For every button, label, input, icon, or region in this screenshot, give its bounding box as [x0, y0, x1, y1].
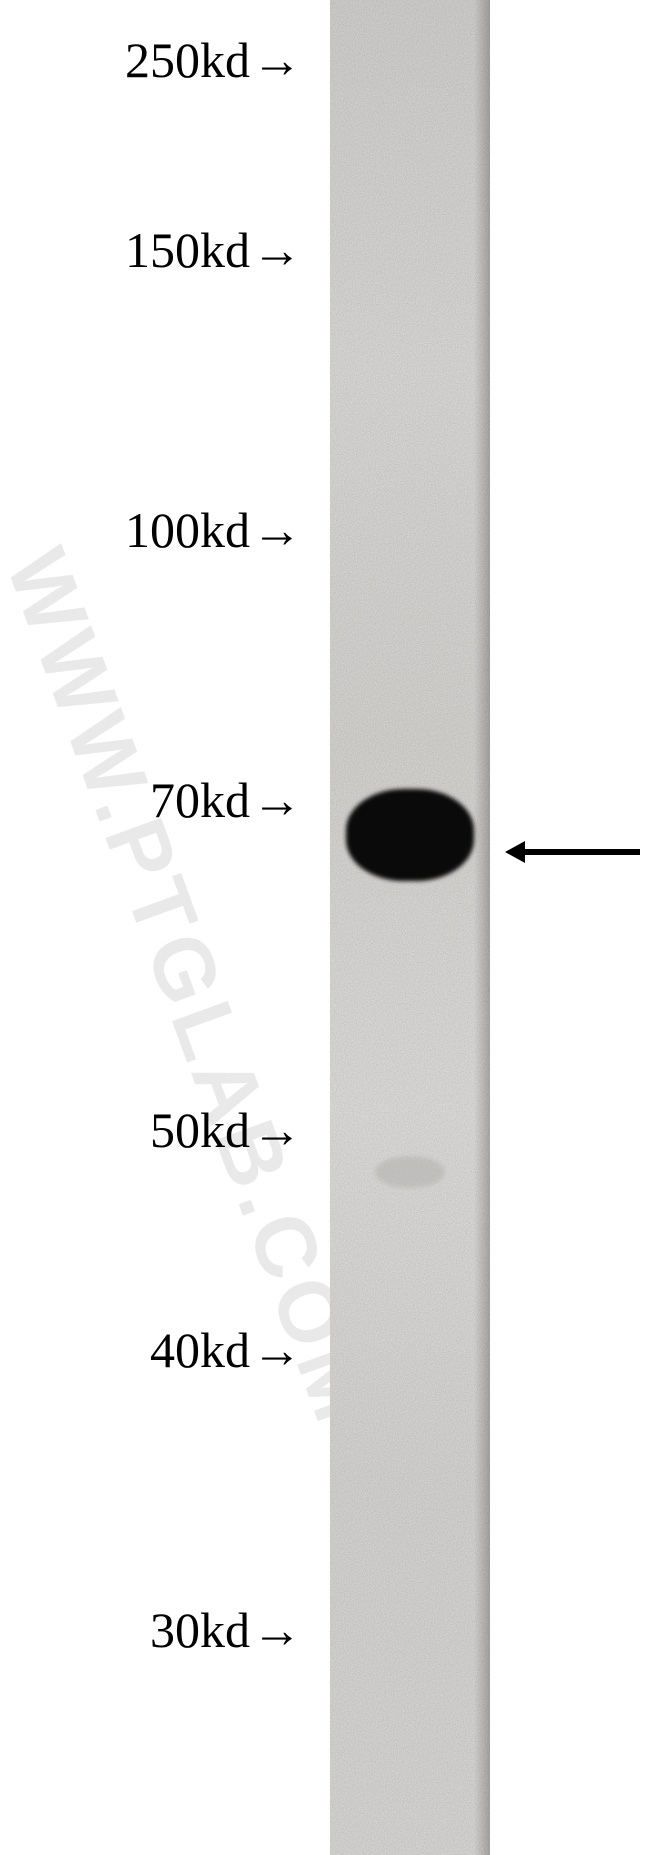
- arrow-right-icon: →: [250, 1325, 302, 1375]
- arrow-right-icon: →: [250, 1605, 302, 1655]
- mw-marker-label: 30kd: [150, 1605, 250, 1655]
- mw-marker: 50kd→: [150, 1105, 302, 1155]
- band-pointer-arrow: [0, 0, 650, 1855]
- arrow-right-icon: →: [250, 35, 302, 85]
- mw-marker: 70kd→: [150, 775, 302, 825]
- mw-marker-label: 40kd: [150, 1325, 250, 1375]
- mw-marker: 40kd→: [150, 1325, 302, 1375]
- mw-marker-label: 70kd: [150, 775, 250, 825]
- mw-marker-label: 50kd: [150, 1105, 250, 1155]
- mw-marker: 30kd→: [150, 1605, 302, 1655]
- mw-marker: 150kd→: [125, 225, 302, 275]
- mw-marker-label: 100kd: [125, 505, 250, 555]
- mw-marker: 100kd→: [125, 505, 302, 555]
- arrow-right-icon: →: [250, 505, 302, 555]
- mw-marker-label: 250kd: [125, 35, 250, 85]
- mw-marker-label: 150kd: [125, 225, 250, 275]
- mw-marker: 250kd→: [125, 35, 302, 85]
- western-blot-figure: WWW.PTGLAB.COM 250kd→15: [0, 0, 650, 1855]
- arrow-right-icon: →: [250, 225, 302, 275]
- arrow-right-icon: →: [250, 1105, 302, 1155]
- arrow-right-icon: →: [250, 775, 302, 825]
